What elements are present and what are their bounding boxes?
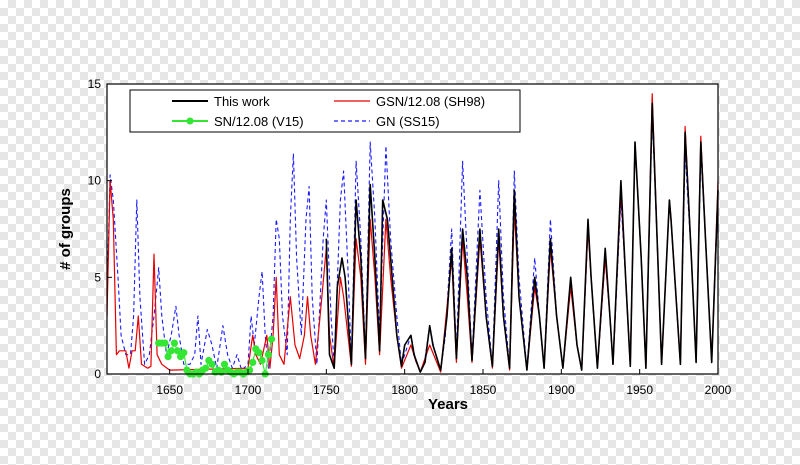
data-point-sn-12-08-v15 bbox=[202, 364, 210, 372]
x-tick-label: 1800 bbox=[391, 383, 418, 397]
data-point-sn-12-08-v15 bbox=[255, 349, 263, 357]
data-point-sn-12-08-v15 bbox=[173, 347, 182, 355]
y-tick-label: 15 bbox=[88, 77, 102, 91]
legend: This work GSN/12.08 (SH98) SN/12.08 (V15… bbox=[129, 89, 521, 133]
data-point-sn-12-08-v15 bbox=[249, 358, 257, 366]
data-point-sn-12-08-v15 bbox=[267, 335, 276, 343]
data-point-sn-12-08-v15 bbox=[208, 360, 216, 368]
data-point-sn-12-08-v15 bbox=[164, 353, 172, 361]
data-point-sn-12-08-v15 bbox=[217, 368, 225, 376]
data-point-sn-12-08-v15 bbox=[161, 339, 169, 347]
axis-layer: 1650 1700 1750 1800 1850 1900 1950 2000 0 5 10 15 bbox=[88, 77, 732, 397]
x-tick-label: 1750 bbox=[313, 383, 340, 397]
data-point-sn-12-08-v15 bbox=[170, 339, 178, 347]
plot-frame bbox=[106, 83, 719, 375]
legend-label-gsn: GSN/12.08 (SH98) bbox=[376, 94, 485, 109]
y-tick-label: 10 bbox=[88, 174, 102, 188]
legend-label-gn: GN (SS15) bbox=[376, 114, 440, 129]
series-line-this-work bbox=[325, 102, 719, 373]
data-point-sn-12-08-v15 bbox=[246, 366, 254, 374]
legend-label-sn: SN/12.08 (V15) bbox=[214, 114, 304, 129]
legend-box bbox=[129, 89, 521, 133]
x-tick-label: 1700 bbox=[235, 383, 262, 397]
data-point-sn-12-08-v15 bbox=[220, 360, 229, 368]
y-tick-label: 5 bbox=[94, 270, 101, 284]
x-tick-label: 1900 bbox=[548, 383, 575, 397]
data-point-sn-12-08-v15 bbox=[264, 351, 272, 359]
legend-marker-sn bbox=[186, 117, 194, 125]
y-tick-label: 0 bbox=[94, 367, 101, 381]
data-point-sn-12-08-v15 bbox=[167, 347, 175, 355]
x-tick-label: 1850 bbox=[470, 383, 497, 397]
data-point-sn-12-08-v15 bbox=[258, 356, 266, 365]
y-axis-title: # of groups bbox=[57, 188, 74, 270]
x-tick-label: 1950 bbox=[626, 383, 653, 397]
x-tick-label: 2000 bbox=[705, 383, 732, 397]
x-tick-label: 1650 bbox=[156, 383, 183, 397]
data-point-sn-12-08-v15 bbox=[180, 349, 188, 357]
legend-label-this-work: This work bbox=[214, 94, 270, 109]
x-axis-title: Years bbox=[428, 396, 468, 413]
